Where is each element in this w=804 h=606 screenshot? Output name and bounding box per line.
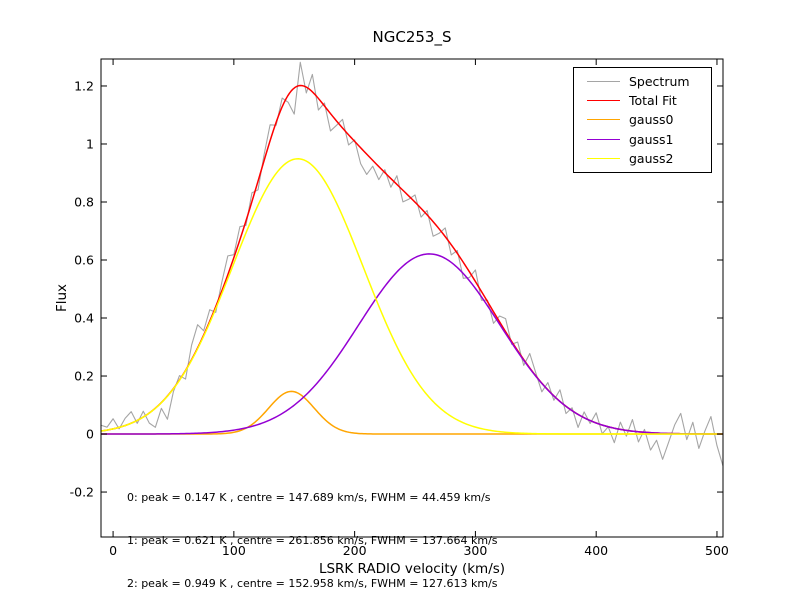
legend-line-sample	[587, 138, 620, 140]
plot-border	[100, 58, 724, 538]
legend-item-total-fit: Total Fit	[574, 92, 711, 110]
annotation-line-gauss1: 1: peak = 0.621 K , centre = 261.856 km/…	[127, 534, 498, 548]
plot-title: NGC253_S	[372, 28, 452, 46]
legend-label: gauss2	[629, 150, 674, 166]
y-tick-label: 0	[86, 427, 94, 442]
legend-label: gauss1	[629, 131, 674, 147]
x-axis-label: LSRK RADIO velocity (km/s)	[318, 561, 506, 577]
legend-item-gauss1: gauss1	[574, 130, 711, 148]
legend-label: Total Fit	[629, 93, 677, 109]
legend-line-sample	[587, 119, 620, 121]
y-tick-label: 0.4	[74, 311, 94, 326]
legend-label: Spectrum	[629, 74, 690, 90]
y-axis-label: Flux	[54, 283, 70, 313]
x-tick-label: 400	[584, 543, 608, 558]
legend-item-spectrum: Spectrum	[574, 73, 711, 91]
fit-parameters-annotation: 0: peak = 0.147 K , centre = 147.689 km/…	[127, 463, 498, 606]
annotation-line-gauss0: 0: peak = 0.147 K , centre = 147.689 km/…	[127, 491, 491, 505]
y-tick-label: 1	[86, 136, 94, 151]
legend-item-gauss0: gauss0	[574, 111, 711, 129]
x-tick-label: 300	[463, 543, 487, 558]
legend-line-sample	[587, 157, 620, 159]
y-tick-label: 0.6	[74, 253, 94, 268]
gauss2-line	[101, 158, 723, 435]
gauss1-line	[101, 253, 723, 435]
legend-label: gauss0	[629, 112, 674, 128]
spectrum-line	[101, 61, 723, 467]
y-tick-label: 0.2	[74, 369, 94, 384]
legend-item-gauss2: gauss2	[574, 149, 711, 167]
x-tick-label: 200	[343, 543, 367, 558]
y-tick-label: 0.8	[74, 194, 94, 209]
x-tick-label: 100	[222, 543, 246, 558]
y-tick-label: 1.2	[74, 78, 94, 93]
legend: Spectrum Total Fit gauss0 gauss1 gauss2	[573, 67, 712, 173]
legend-line-sample	[587, 100, 620, 102]
legend-line-sample	[587, 81, 620, 83]
annotation-line-gauss2: 2: peak = 0.949 K , centre = 152.958 km/…	[127, 576, 498, 590]
x-tick-label: 0	[109, 543, 117, 558]
x-tick-label: 500	[705, 543, 729, 558]
y-tick-label: -0.2	[70, 485, 94, 500]
